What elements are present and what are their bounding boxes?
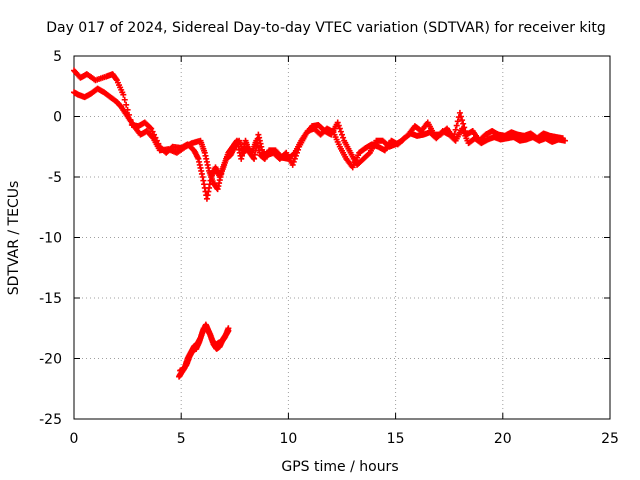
x-tick-label: 0 bbox=[70, 431, 79, 447]
data-point bbox=[340, 134, 347, 141]
x-tick-label: 25 bbox=[601, 431, 619, 447]
x-tick-label: 10 bbox=[279, 431, 297, 447]
data-point bbox=[148, 125, 155, 132]
x-axis-label: GPS time / hours bbox=[281, 459, 398, 475]
data-point bbox=[335, 122, 342, 129]
y-tick-label: -15 bbox=[39, 291, 62, 307]
data-point bbox=[453, 122, 460, 129]
data-point bbox=[454, 118, 461, 125]
data-point bbox=[456, 109, 463, 116]
x-tick-label: 20 bbox=[494, 431, 512, 447]
data-point bbox=[459, 117, 466, 124]
data-point bbox=[120, 91, 127, 98]
data-point bbox=[291, 155, 298, 162]
data-point bbox=[339, 131, 345, 138]
axes-frame bbox=[73, 55, 611, 420]
y-tick-label: -25 bbox=[39, 412, 62, 428]
y-tick-label: -20 bbox=[39, 352, 62, 368]
data-point bbox=[365, 150, 372, 157]
data-point bbox=[290, 150, 297, 157]
data-point bbox=[289, 161, 296, 168]
data-point bbox=[147, 124, 154, 131]
series-upper-band-spread bbox=[71, 85, 568, 193]
y-axis-label: SDTVAR / TECUs bbox=[6, 181, 22, 296]
data-point bbox=[457, 113, 464, 120]
x-tick-label: 5 bbox=[177, 431, 186, 447]
data-point bbox=[290, 158, 297, 165]
y-tick-label: 0 bbox=[53, 110, 62, 126]
data-point bbox=[561, 137, 568, 144]
data-point bbox=[336, 125, 343, 132]
tick-labels: 0 5 10 15 20 25 5 0 -5 -10 -15 -20 -25 bbox=[39, 49, 619, 447]
x-tick-label: 15 bbox=[387, 431, 405, 447]
data-point bbox=[452, 126, 459, 133]
data-point bbox=[334, 119, 341, 126]
data-point bbox=[337, 128, 344, 135]
chart-title: Day 017 of 2024, Sidereal Day-to-day VTE… bbox=[46, 20, 606, 36]
data-point bbox=[225, 325, 232, 332]
y-tick-label: 5 bbox=[53, 49, 62, 65]
y-tick-label: -5 bbox=[48, 170, 62, 186]
data-point bbox=[460, 120, 467, 127]
data-point bbox=[123, 101, 130, 108]
y-tick-label: -10 bbox=[39, 231, 62, 247]
grid bbox=[74, 56, 610, 419]
data-point bbox=[121, 96, 128, 103]
series-lower-segment-spread bbox=[177, 321, 232, 374]
data-points bbox=[71, 67, 568, 380]
